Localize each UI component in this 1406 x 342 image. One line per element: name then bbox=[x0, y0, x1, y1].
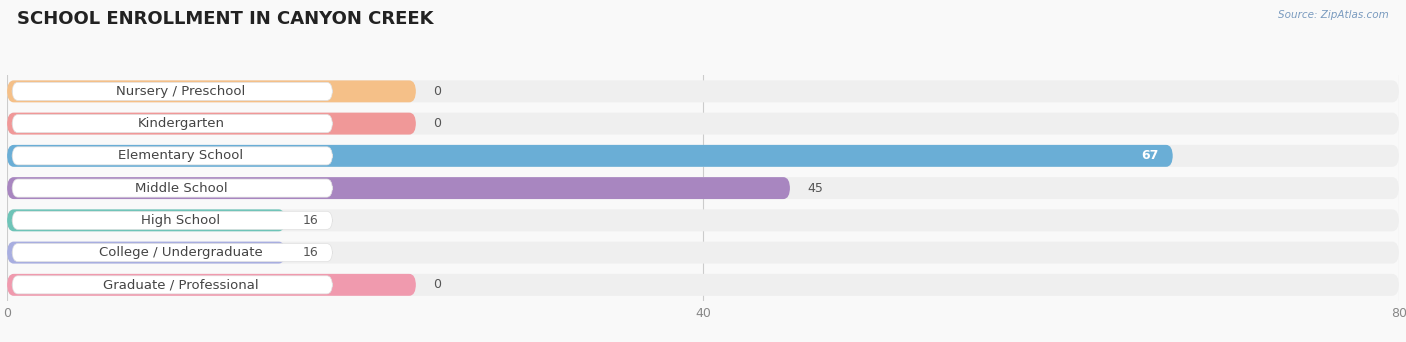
FancyBboxPatch shape bbox=[7, 113, 416, 134]
FancyBboxPatch shape bbox=[13, 82, 332, 101]
Text: College / Undergraduate: College / Undergraduate bbox=[100, 246, 263, 259]
FancyBboxPatch shape bbox=[7, 145, 1399, 167]
FancyBboxPatch shape bbox=[7, 274, 416, 296]
FancyBboxPatch shape bbox=[7, 242, 285, 264]
Text: 16: 16 bbox=[302, 214, 319, 227]
FancyBboxPatch shape bbox=[7, 242, 1399, 264]
Text: 67: 67 bbox=[1142, 149, 1159, 162]
FancyBboxPatch shape bbox=[7, 209, 1399, 231]
FancyBboxPatch shape bbox=[13, 276, 332, 294]
Text: SCHOOL ENROLLMENT IN CANYON CREEK: SCHOOL ENROLLMENT IN CANYON CREEK bbox=[17, 10, 433, 28]
Text: 0: 0 bbox=[433, 278, 441, 291]
Text: Nursery / Preschool: Nursery / Preschool bbox=[117, 85, 246, 98]
FancyBboxPatch shape bbox=[13, 244, 332, 262]
FancyBboxPatch shape bbox=[7, 274, 1399, 296]
Text: Source: ZipAtlas.com: Source: ZipAtlas.com bbox=[1278, 10, 1389, 20]
Text: 0: 0 bbox=[433, 117, 441, 130]
FancyBboxPatch shape bbox=[13, 147, 332, 165]
Text: Graduate / Professional: Graduate / Professional bbox=[103, 278, 259, 291]
Text: 45: 45 bbox=[807, 182, 824, 195]
Text: 16: 16 bbox=[302, 246, 319, 259]
FancyBboxPatch shape bbox=[7, 177, 1399, 199]
FancyBboxPatch shape bbox=[13, 179, 332, 197]
FancyBboxPatch shape bbox=[7, 113, 1399, 134]
FancyBboxPatch shape bbox=[7, 209, 285, 231]
Text: High School: High School bbox=[142, 214, 221, 227]
FancyBboxPatch shape bbox=[7, 177, 790, 199]
Text: Elementary School: Elementary School bbox=[118, 149, 243, 162]
FancyBboxPatch shape bbox=[7, 145, 1173, 167]
Text: Middle School: Middle School bbox=[135, 182, 228, 195]
FancyBboxPatch shape bbox=[13, 115, 332, 133]
FancyBboxPatch shape bbox=[7, 80, 1399, 102]
Text: Kindergarten: Kindergarten bbox=[138, 117, 225, 130]
FancyBboxPatch shape bbox=[7, 80, 416, 102]
Text: 0: 0 bbox=[433, 85, 441, 98]
FancyBboxPatch shape bbox=[13, 211, 332, 229]
